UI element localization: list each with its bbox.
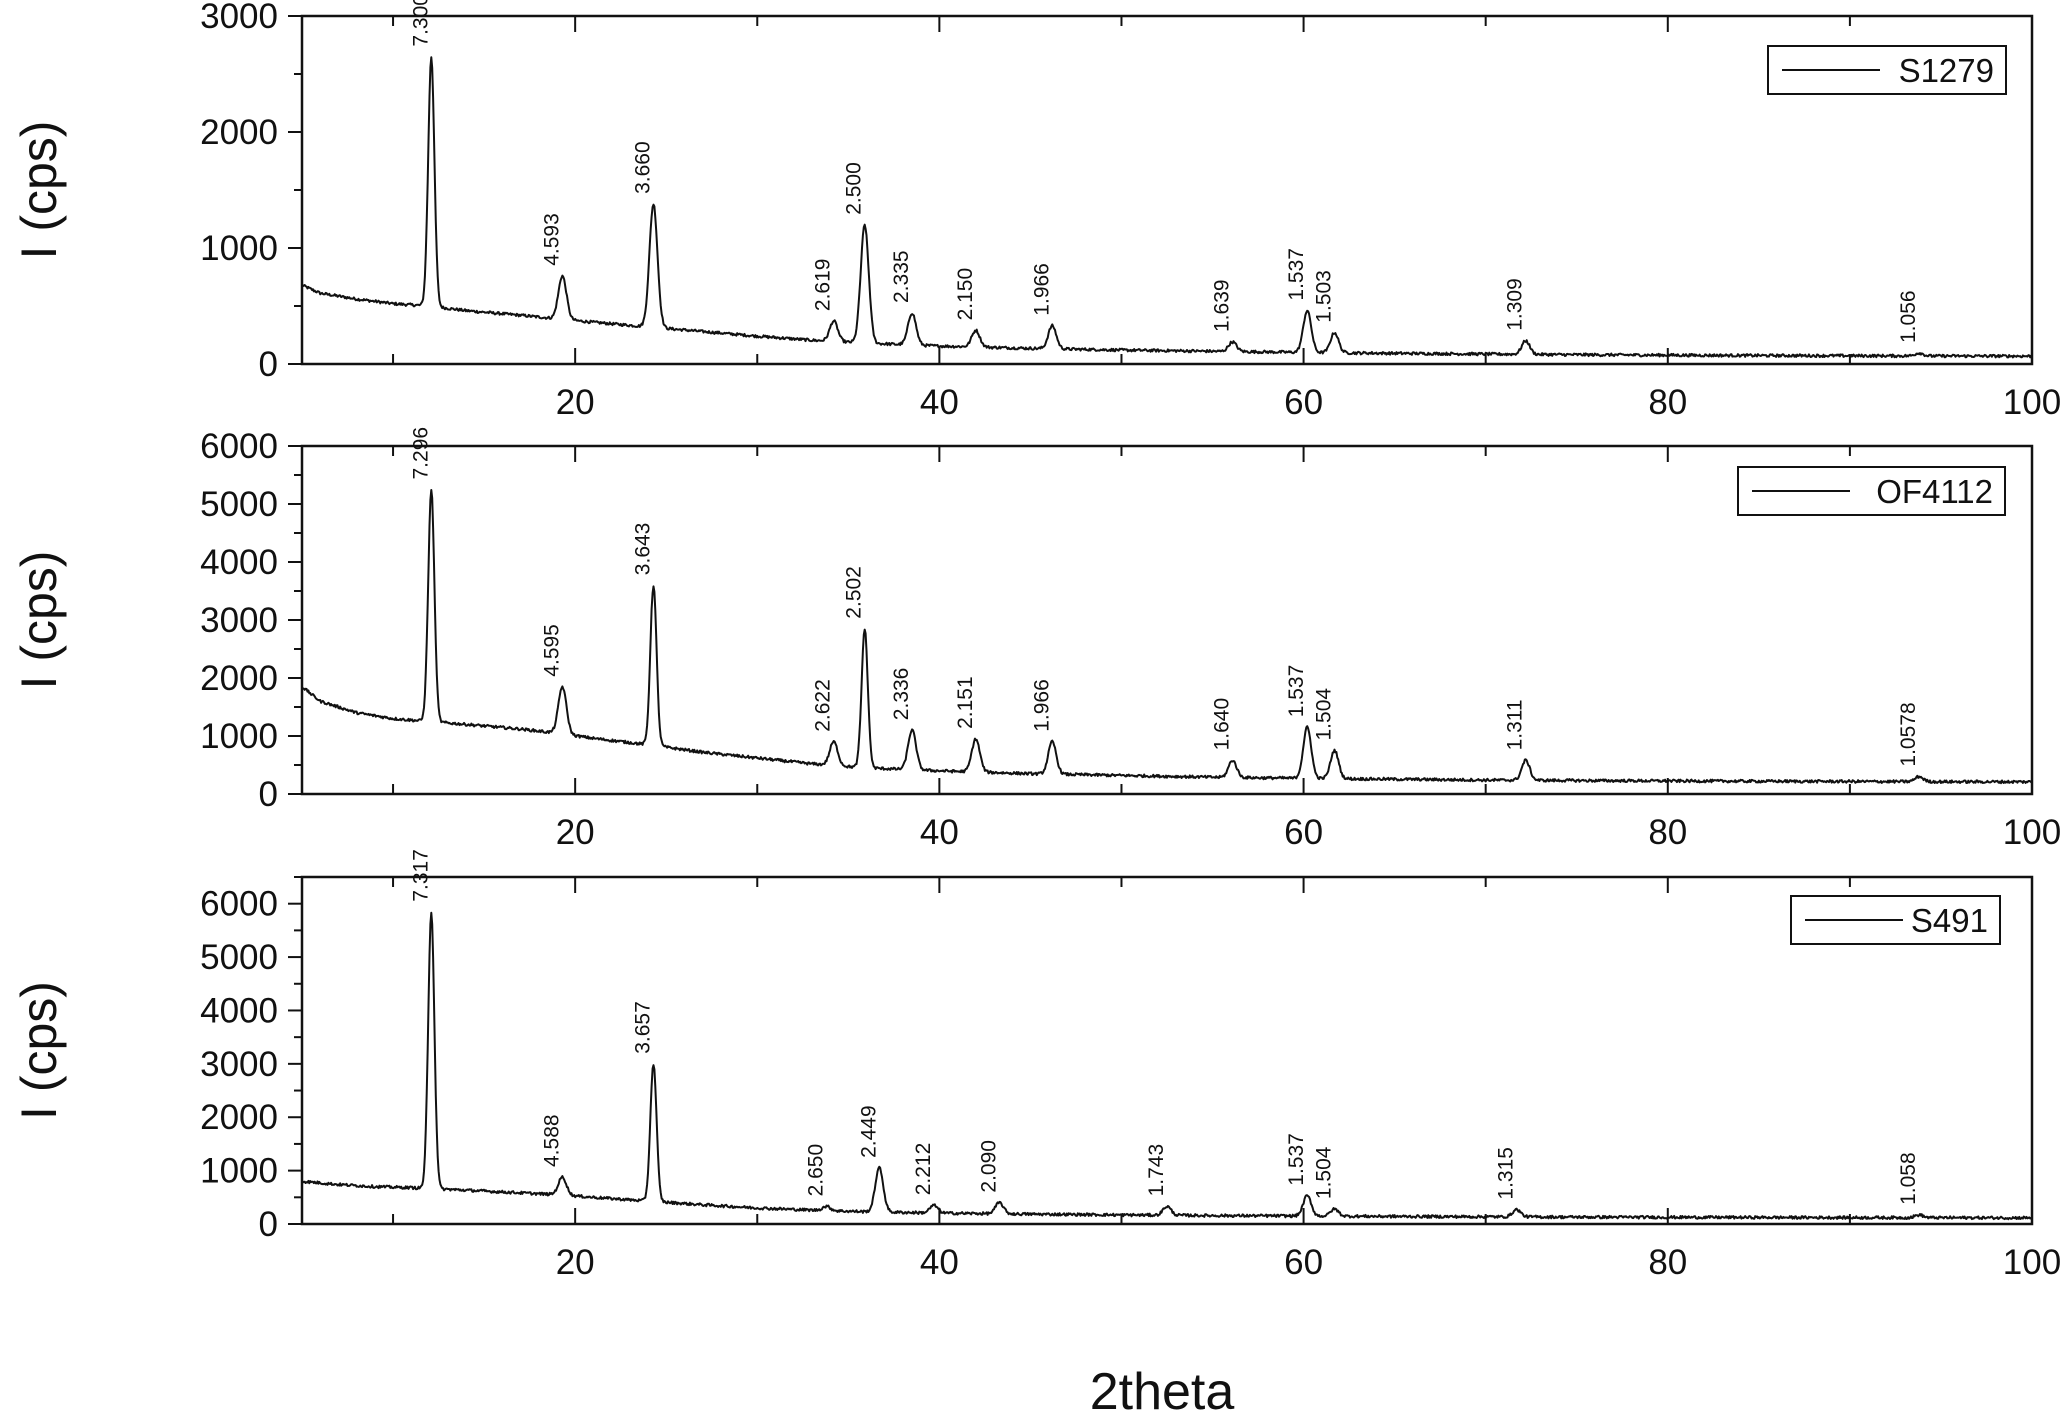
series-line [301,56,2033,359]
peak-label: 1.315 [1495,1147,1518,1200]
x-tick-label: 80 [1648,1243,1687,1282]
x-tick-label: 40 [920,383,959,422]
y-tick-label: 0 [259,775,278,814]
peak-label: 2.619 [812,259,835,312]
peak-label: 1.743 [1145,1144,1168,1197]
x-tick-label: 100 [2003,813,2061,852]
x-axis-label: 2theta [1090,1363,1235,1420]
plot-frame [300,875,2034,1226]
peak-label: 2.500 [843,162,866,215]
peak-label: 1.058 [1897,1152,1920,1205]
peak-label: 4.588 [540,1114,563,1167]
y-axis-label: I (cps) [11,551,67,690]
peak-label: 1.056 [1897,290,1920,343]
x-tick-label: 60 [1284,383,1323,422]
peak-label: 2.212 [912,1143,935,1196]
y-tick-label: 2000 [200,1098,278,1137]
y-tick-label: 6000 [200,885,278,924]
y-tick-label: 5000 [200,938,278,977]
peak-label: 2.502 [843,566,866,619]
peak-label: 1.966 [1030,263,1053,316]
peak-label: 3.643 [632,523,655,576]
y-axis-label: I (cps) [11,981,67,1120]
y-tick-label: 4000 [200,991,278,1030]
y-tick-label: 0 [259,345,278,384]
peak-label: 1.0578 [1897,702,1920,766]
peak-label: 7.296 [409,427,432,480]
x-tick-label: 80 [1648,813,1687,852]
peak-label: 2.449 [857,1105,880,1158]
peak-label: 1.640 [1211,698,1234,751]
peak-label: 7.300 [409,0,432,47]
x-tick-label: 60 [1284,813,1323,852]
y-tick-label: 3000 [200,601,278,640]
peak-label: 1.503 [1313,270,1336,323]
peak-label: 2.090 [978,1140,1001,1193]
x-tick-label: 40 [920,813,959,852]
x-tick-label: 40 [920,1243,959,1282]
x-tick-label: 20 [556,383,595,422]
peak-label: 1.537 [1285,1133,1308,1186]
peak-label: 4.593 [540,213,563,266]
x-tick-label: 100 [2003,1243,2061,1282]
peak-label: 7.317 [409,849,432,902]
peak-label: 2.335 [890,250,913,303]
series-line [301,489,2033,785]
y-tick-label: 6000 [200,427,278,466]
y-tick-label: 5000 [200,485,278,524]
x-tick-label: 20 [556,813,595,852]
y-tick-label: 4000 [200,543,278,582]
peak-label: 1.639 [1211,279,1234,332]
y-tick-label: 1000 [200,1152,278,1191]
peak-label: 1.504 [1313,688,1336,741]
legend-entry: OF4112 [1876,473,1993,510]
peak-label: 2.650 [805,1144,828,1197]
legend-entry: S491 [1911,902,1988,939]
peak-label: 1.504 [1313,1146,1336,1199]
peak-label: 3.657 [632,1001,655,1054]
y-tick-label: 1000 [200,229,278,268]
peak-label: 1.311 [1504,699,1527,750]
legend: S1279 [1767,45,2007,95]
x-tick-label: 100 [2003,383,2061,422]
peak-label: 1.966 [1030,679,1053,732]
x-tick-label: 60 [1284,1243,1323,1282]
peak-label: 3.660 [632,141,655,194]
series-line [301,911,2033,1221]
peak-label: 2.150 [954,268,977,321]
peak-label: 2.151 [954,676,977,729]
peak-label: 1.309 [1504,278,1527,331]
x-tick-label: 20 [556,1243,595,1282]
legend-entry: S1279 [1899,52,1994,89]
y-tick-label: 2000 [200,659,278,698]
y-axis-label: I (cps) [11,121,67,260]
y-tick-label: 2000 [200,113,278,152]
y-tick-label: 3000 [200,0,278,36]
legend: OF4112 [1737,466,2006,516]
y-tick-label: 1000 [200,717,278,756]
x-tick-label: 80 [1648,383,1687,422]
peak-label: 1.537 [1285,248,1308,301]
peak-label: 2.622 [812,679,835,732]
y-tick-label: 3000 [200,1045,278,1084]
peak-label: 1.537 [1285,665,1308,718]
y-tick-label: 0 [259,1205,278,1244]
legend: S491 [1790,895,2001,945]
peak-label: 4.595 [540,624,563,677]
peak-label: 2.336 [890,668,913,721]
